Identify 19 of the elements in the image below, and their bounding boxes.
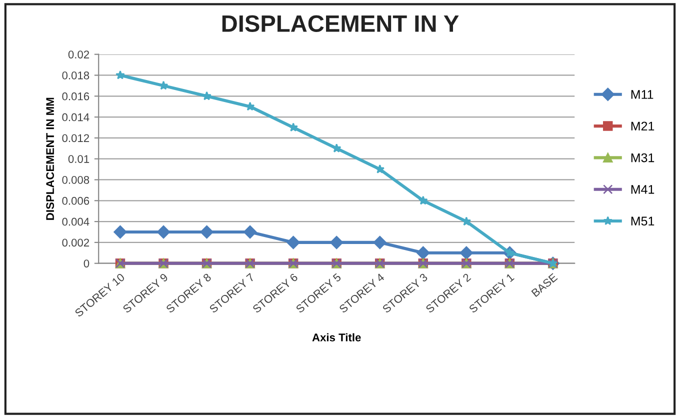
- y-tick-label: 0.004: [62, 218, 90, 226]
- y-tick-label: 0.012: [62, 134, 90, 142]
- chart-title: DISPLACEMENT IN Y: [222, 15, 459, 32]
- y-tick-label: 0.02: [68, 50, 90, 58]
- legend-label: M31: [631, 153, 654, 162]
- y-tick-label: 0.016: [62, 92, 90, 100]
- legend-label: M41: [631, 185, 654, 194]
- legend-label: M11: [631, 90, 654, 99]
- legend-label: M51: [631, 216, 654, 226]
- y-tick-label: 0.014: [62, 113, 90, 122]
- y-tick-label: 0.008: [62, 176, 90, 184]
- y-tick-label: 0.002: [62, 238, 90, 247]
- y-axis-title: DISPLACEMENT IN MM: [46, 98, 54, 220]
- y-tick-label: 0: [84, 260, 90, 268]
- y-tick-label: 0.018: [62, 72, 90, 80]
- legend-label: M21: [631, 122, 654, 130]
- x-axis-title: Axis Title: [312, 333, 361, 342]
- y-tick-label: 0.006: [62, 196, 90, 205]
- y-tick-label: 0.01: [68, 155, 90, 163]
